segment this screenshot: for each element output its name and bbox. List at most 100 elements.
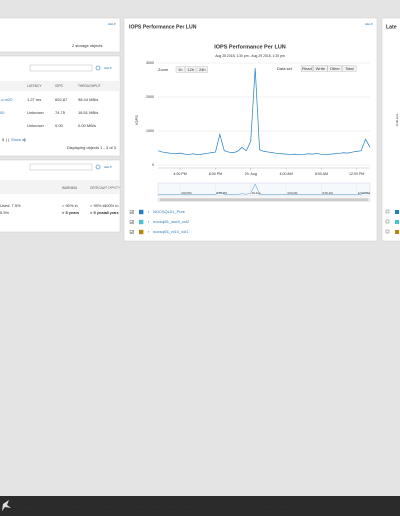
dataset-option[interactable]: Other xyxy=(330,66,341,71)
lun-name[interactable]: -x-m20 xyxy=(0,97,13,102)
cell: 1.27 ms xyxy=(27,97,41,102)
y-axis-label: IOPS xyxy=(134,115,139,125)
navigator-label: 4:00 PM xyxy=(181,191,192,195)
help-link[interactable]: HELP xyxy=(104,165,112,169)
legend-swatch xyxy=(139,219,144,225)
legend-swatch xyxy=(139,229,144,235)
chart-panel xyxy=(123,17,378,242)
search-box[interactable] xyxy=(29,64,93,72)
dataset-option[interactable]: Read xyxy=(302,66,312,71)
navigator-label: 8:00 AM xyxy=(322,191,333,195)
show-all[interactable]: Show all xyxy=(11,137,26,142)
expand-arrow: › xyxy=(148,209,150,214)
y-tick-label: 3000 xyxy=(146,61,154,65)
cell: 98.44 MB/s xyxy=(78,97,98,102)
dataset-button[interactable] xyxy=(342,65,357,72)
cell: > 5 years xyxy=(90,210,108,215)
cell: Unknown xyxy=(27,123,44,128)
x-tick-label: 4:00 AM xyxy=(279,172,292,176)
expand-arrow: › xyxy=(148,229,150,234)
chart: 1h 12h 24h Read Write Other Total 0 1000 2000 3000… xyxy=(129,61,371,235)
col-header: LATENCY xyxy=(27,84,42,88)
cell: 0.00 MB/s xyxy=(78,123,96,128)
pager[interactable]: 5 xyxy=(2,137,5,142)
checkbox[interactable] xyxy=(385,209,390,214)
y-tick-label: 1000 xyxy=(146,129,154,133)
col-header: IOPS xyxy=(55,84,63,88)
used: Used: 7.5% xyxy=(0,203,21,208)
lun-name[interactable]: 00 xyxy=(0,110,5,115)
search-icon[interactable] xyxy=(95,65,101,71)
cell: > 90% in xyxy=(62,203,78,208)
col-header: THROUGHPUT xyxy=(78,84,101,88)
cell: 652.87 xyxy=(55,97,68,102)
check xyxy=(130,220,134,224)
legend-swatch xyxy=(395,220,399,224)
used-second: 5.5% xyxy=(0,210,10,215)
checkbox[interactable] xyxy=(129,209,134,214)
legend-entry[interactable]: nocsql01_ssd3_vol2 xyxy=(153,219,190,224)
x-tick-label: 12:00 PM xyxy=(349,172,364,176)
help-link[interactable]: HELP xyxy=(104,66,112,70)
navigator-label: 4:00 AM xyxy=(287,191,298,195)
zoom-button[interactable] xyxy=(175,66,185,73)
cell: > 5 years xyxy=(62,210,80,215)
zoom-button[interactable] xyxy=(185,66,197,73)
legend-entry[interactable]: NOCSQL01_Pure xyxy=(153,209,186,214)
legend-entry[interactable]: nocsql01_nl10_vol1 xyxy=(153,229,189,234)
zoom-option[interactable]: 1h xyxy=(178,67,182,72)
cell: 100% in xyxy=(104,203,118,208)
zoom-option[interactable]: 12h xyxy=(187,67,194,72)
checkbox[interactable] xyxy=(129,229,134,234)
check xyxy=(130,230,134,234)
table-header xyxy=(0,81,120,91)
navigator-label: 12:00 PM xyxy=(358,191,371,195)
search-icon[interactable] xyxy=(95,164,101,170)
dataset-label: Data set xyxy=(277,66,293,71)
scroll-thumb[interactable] xyxy=(160,198,368,202)
table-header xyxy=(0,180,120,194)
y-tick-label: 2000 xyxy=(146,95,154,99)
series-line xyxy=(157,68,371,156)
summary: 2 storage objects xyxy=(72,43,102,48)
help-link[interactable]: HELP xyxy=(365,22,373,26)
zoom-button[interactable] xyxy=(196,66,208,73)
cell: > 5 years xyxy=(104,211,119,215)
dataset-button[interactable] xyxy=(300,65,314,72)
chart-subtitle: Aug 28 2018, 1:30 pm - Aug 29 2018, 1:30… xyxy=(215,54,285,58)
y-tick-label: 0 xyxy=(152,163,154,167)
cell: Unknown xyxy=(27,110,44,115)
cell: 18.51 MB/s xyxy=(78,110,98,115)
cell: 74.75 xyxy=(55,110,66,115)
separator: | ( xyxy=(6,137,10,142)
legend-swatch xyxy=(395,210,399,214)
separator: ) xyxy=(24,137,26,142)
cell: 0.00 xyxy=(55,123,64,128)
footer xyxy=(0,496,400,516)
search-box[interactable] xyxy=(29,163,93,171)
help-link[interactable]: HELP xyxy=(108,22,116,26)
dataset-option[interactable]: Write xyxy=(316,66,326,71)
x-tick-label: 8:00 PM xyxy=(209,172,222,176)
dataset-option[interactable]: Total xyxy=(345,66,354,71)
checkbox[interactable] xyxy=(385,219,390,224)
cell: > 95% in xyxy=(90,203,106,208)
dataset-button[interactable] xyxy=(327,65,342,72)
expand-arrow: › xyxy=(148,219,150,224)
capacity-panel xyxy=(0,159,121,233)
navigator[interactable] xyxy=(157,182,371,197)
dataset-button[interactable] xyxy=(313,65,328,72)
summary-panel xyxy=(0,17,121,53)
chart-title: IOPS Performance Per LUN xyxy=(214,44,286,50)
panel-title: IOPS Performance Per LUN xyxy=(129,24,197,30)
navigator-label: 8:00 PM xyxy=(216,191,227,195)
zoom-option[interactable]: 24h xyxy=(199,67,206,72)
legend-swatch xyxy=(139,209,144,215)
checkbox[interactable] xyxy=(129,219,134,224)
check xyxy=(130,210,134,214)
checkbox[interactable] xyxy=(385,229,390,234)
navigator-label: 29 Aug xyxy=(252,191,261,195)
navigator-line xyxy=(157,183,371,195)
panel-title: Late xyxy=(386,24,397,30)
